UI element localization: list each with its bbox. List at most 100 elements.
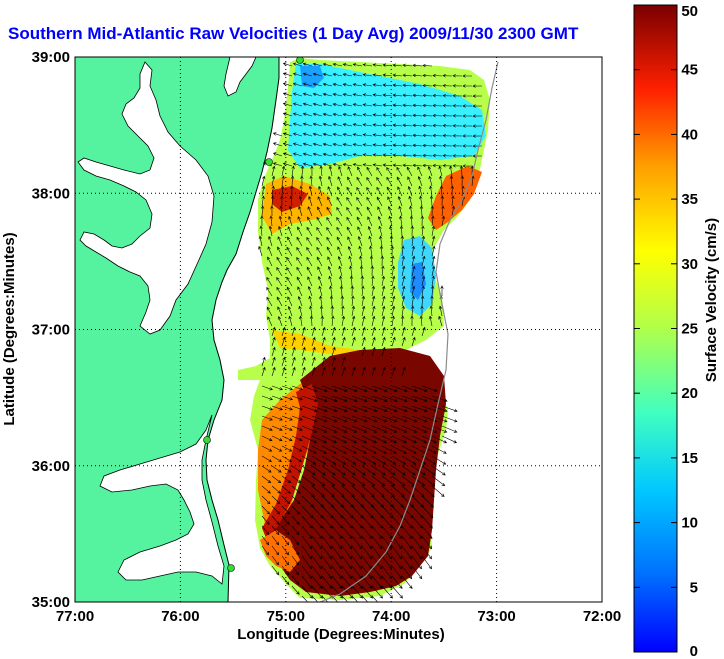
velocity-vector [382, 133, 393, 137]
velocity-vector [401, 435, 418, 444]
velocity-vector [281, 525, 290, 536]
velocity-vector [331, 575, 343, 589]
velocity-vector [271, 385, 283, 391]
velocity-vector [386, 166, 393, 177]
velocity-vector [361, 415, 378, 423]
velocity-vector [442, 134, 453, 138]
y-tick-label: 36:00 [32, 458, 70, 475]
velocity-vector [322, 142, 333, 147]
velocity-vector [318, 285, 323, 297]
velocity-vector [351, 475, 366, 487]
velocity-vector [452, 124, 463, 128]
velocity-vector [281, 565, 290, 576]
velocity-vector [407, 176, 413, 187]
velocity-vector [352, 63, 363, 67]
velocity-vector [319, 305, 324, 317]
velocity-vector [342, 133, 353, 137]
velocity-vector [341, 535, 353, 550]
velocity-vector [438, 305, 443, 317]
velocity-vector [332, 92, 343, 97]
velocity-vector [411, 545, 422, 560]
velocity-vector [441, 405, 458, 413]
velocity-vector [371, 585, 383, 599]
velocity-vector [301, 445, 317, 454]
velocity-vector [282, 122, 293, 127]
velocity-vector [349, 275, 354, 287]
velocity-vector [341, 475, 356, 487]
velocity-vector [357, 166, 363, 177]
velocity-vector [281, 465, 292, 473]
velocity-vector [292, 112, 303, 117]
velocity-vector [311, 535, 323, 550]
velocity-vector [311, 346, 316, 357]
velocity-vector [351, 425, 368, 433]
velocity-vector [322, 102, 333, 107]
velocity-vector [376, 186, 383, 197]
velocity-vector [411, 435, 428, 444]
velocity-vector [371, 366, 376, 377]
velocity-vector [339, 285, 344, 297]
velocity-vector [411, 555, 422, 570]
velocity-vector [351, 535, 363, 550]
velocity-vector [280, 185, 285, 197]
velocity-vector [432, 163, 443, 168]
velocity-vector [282, 92, 293, 97]
velocity-vector [312, 102, 323, 107]
velocity-vector [441, 415, 458, 423]
velocity-vector [381, 465, 396, 476]
velocity-vector [306, 236, 313, 247]
velocity-vector [362, 153, 373, 157]
velocity-vector [302, 92, 313, 97]
velocity-vector [391, 585, 403, 599]
velocity-vector [291, 455, 302, 462]
velocity-vector [311, 336, 316, 347]
velocity-vector [341, 395, 358, 402]
velocity-vector [307, 276, 313, 287]
velocity-vector [281, 475, 292, 484]
velocity-vector [431, 225, 435, 237]
velocity-vector [341, 326, 346, 337]
velocity-vector [362, 103, 373, 107]
velocity-vector [352, 153, 363, 157]
velocity-vector [441, 205, 445, 217]
velocity-vector [327, 196, 333, 207]
velocity-vector [307, 286, 313, 297]
velocity-vector [391, 405, 408, 413]
velocity-vector [391, 336, 396, 347]
velocity-vector [442, 104, 453, 108]
velocity-vector [432, 123, 443, 128]
velocity-vector [296, 236, 303, 247]
velocity-vector [291, 495, 301, 505]
velocity-vector [361, 305, 366, 317]
velocity-vector [281, 425, 293, 431]
velocity-vector [346, 206, 353, 217]
velocity-vector [332, 82, 343, 87]
velocity-vector [381, 385, 398, 392]
velocity-vector [337, 176, 343, 187]
velocity-vector [392, 113, 403, 117]
velocity-vector [301, 385, 318, 392]
velocity-vector [288, 205, 293, 217]
velocity-vector [341, 465, 356, 476]
velocity-vector [391, 265, 395, 277]
velocity-vector [301, 405, 318, 413]
velocity-vector [412, 133, 423, 138]
velocity-vector [359, 255, 363, 267]
velocity-vector [328, 275, 333, 287]
velocity-vector [299, 315, 303, 327]
velocity-vector [266, 276, 273, 287]
velocity-vector [351, 545, 362, 560]
velocity-vector [421, 545, 432, 560]
velocity-vector [462, 114, 472, 118]
velocity-vector [316, 226, 323, 237]
velocity-vector [261, 435, 273, 442]
velocity-vector [281, 535, 290, 546]
velocity-vector [338, 265, 343, 277]
velocity-vector [380, 255, 384, 267]
velocity-vector [342, 73, 353, 77]
velocity-vector [321, 535, 333, 550]
velocity-vector [341, 305, 345, 317]
velocity-vector [326, 216, 333, 227]
velocity-vector [371, 275, 375, 287]
